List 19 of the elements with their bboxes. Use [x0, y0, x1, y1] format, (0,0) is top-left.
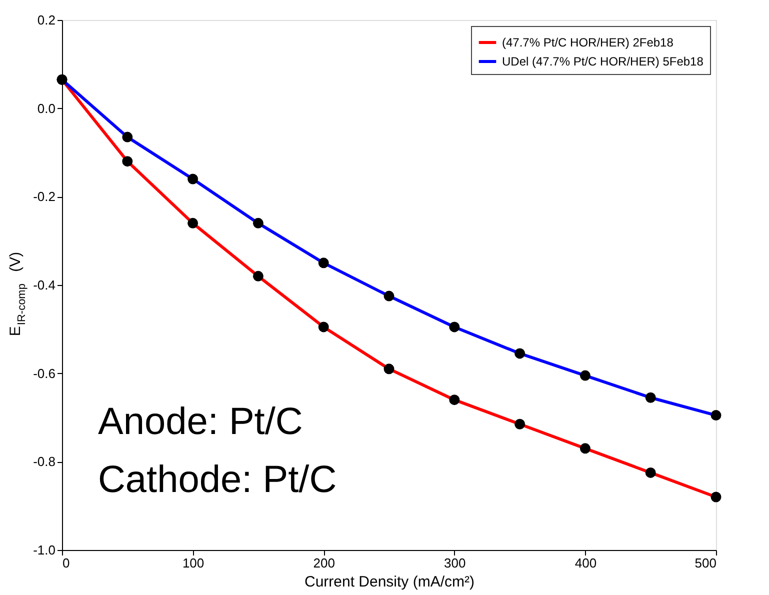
y-tick-label: 0.0 [37, 100, 56, 116]
x-tick-label: 500 [694, 556, 716, 570]
y-tick-label: -0.6 [33, 366, 56, 381]
annotation: Anode: Pt/C [98, 400, 303, 443]
x-tick-label: 0 [62, 556, 70, 570]
annotation: Cathode: Pt/C [98, 459, 337, 502]
x-tick-label: 400 [574, 556, 597, 570]
y-tick-label: 0.2 [37, 12, 56, 28]
y-tick-label: -0.4 [33, 278, 56, 292]
x-tick-label: 300 [444, 556, 466, 570]
x-axis-title: Current Density (mA/cm²) [304, 574, 475, 590]
x-tick-label: 200 [313, 556, 335, 570]
y-tick-label: -0.8 [33, 454, 56, 470]
legend-label: UDel (47.7% Pt/C HOR/HER) 5Feb18 [502, 54, 704, 68]
y-tick-label: -0.2 [33, 189, 56, 204]
y-tick-label: -1.0 [33, 542, 56, 558]
legend-label: (47.7% Pt/C HOR/HER) 2Feb18 [502, 36, 674, 50]
y-axis-title: EIR-comp (V) [7, 252, 28, 336]
x-tick-label: 100 [182, 556, 204, 570]
